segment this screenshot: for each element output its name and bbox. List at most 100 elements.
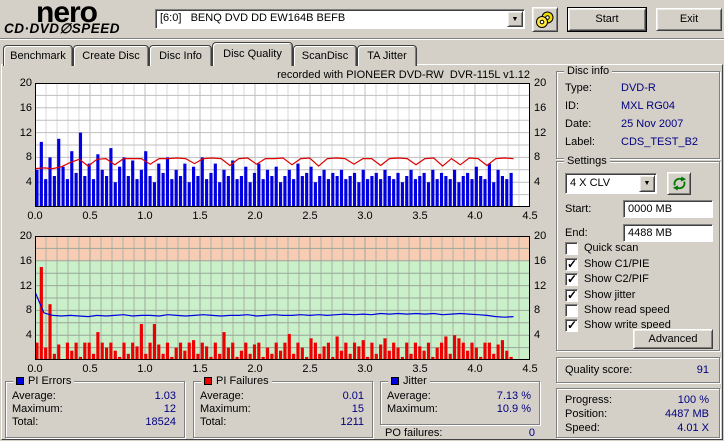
position-label: Position: xyxy=(565,408,608,420)
quality-score-label: Quality score: xyxy=(565,364,633,376)
axis-tick-label: 12 xyxy=(19,126,32,139)
pi-failures-stats-box: PI Failures Average: 0.01 Maximum: 15 Tota… xyxy=(193,375,373,438)
pi-errors-legend-icon xyxy=(16,377,24,385)
progress-label: Progress: xyxy=(565,394,613,406)
stat-value: 1211 xyxy=(340,416,364,428)
speed-select[interactable]: 4 X CLV ▼ xyxy=(565,173,657,194)
stat-label: Average: xyxy=(12,390,56,402)
stat-label: Maximum: xyxy=(12,403,63,415)
disc-info-box: Disc info Type: DVD-R ID: MXL RG04 Date: 25… xyxy=(556,65,720,159)
start-position-field[interactable]: 0000 MB xyxy=(623,200,713,218)
stat-label: Average: xyxy=(200,390,244,402)
stat-label: Total: xyxy=(200,416,227,428)
axis-tick-label: 1.5 xyxy=(192,210,208,222)
disc-date-value: 25 Nov 2007 xyxy=(621,118,684,130)
jitter-legend-icon xyxy=(391,377,399,385)
show-c1-pie-checkbox[interactable] xyxy=(565,257,578,271)
axis-tick-label: 12 xyxy=(534,279,547,292)
axis-tick-label: 16 xyxy=(19,101,32,114)
stat-value: 18524 xyxy=(145,416,176,428)
tab-ta-jitter[interactable]: TA Jitter xyxy=(357,45,417,66)
axis-tick-label: 16 xyxy=(19,254,32,267)
stat-value: 10.9 % xyxy=(496,403,531,415)
axis-tick-label: 3.0 xyxy=(357,363,373,375)
tab-benchmark[interactable]: Benchmark xyxy=(3,45,73,66)
axis-tick-label: 20 xyxy=(19,77,32,89)
start-button[interactable]: Start xyxy=(568,8,646,31)
axis-tick-label: 20 xyxy=(19,230,32,242)
speed-select-value: 4 X CLV xyxy=(570,177,611,189)
logo-product-text: CD·DVD∅SPEED xyxy=(4,21,121,36)
axis-tick-label: 4.0 xyxy=(467,210,483,222)
disc-label-label: Label: xyxy=(565,136,595,148)
axis-tick-label: 4.5 xyxy=(522,363,538,375)
axis-tick-label: 2.5 xyxy=(302,363,318,375)
exit-button[interactable]: Exit xyxy=(656,8,722,31)
stat-value: 0.01 xyxy=(342,390,364,402)
disc-info-title: Disc info xyxy=(564,65,613,77)
stat-value: 15 xyxy=(351,403,364,415)
end-position-field[interactable]: 4488 MB xyxy=(623,224,713,242)
logo-brand-text: nero xyxy=(36,0,98,29)
tab-create-disc[interactable]: Create Disc xyxy=(73,45,149,66)
axis-tick-label: 4 xyxy=(534,329,541,342)
drive-select-value: [6:0] BENQ DVD DD EW164B BEFB xyxy=(160,12,346,24)
advanced-button[interactable]: Advanced xyxy=(633,329,713,349)
chart-title: recorded with PIONEER DVD-RW DVR-115L v1… xyxy=(277,69,530,81)
axis-tick-label: 16 xyxy=(534,101,547,114)
chevron-down-icon[interactable]: ▼ xyxy=(639,175,655,192)
axis-tick-label: 8 xyxy=(25,304,32,317)
pi-failures-title: PI Failures xyxy=(216,375,269,387)
disc-id-value: MXL RG04 xyxy=(621,100,676,112)
tab-scandisc[interactable]: ScanDisc xyxy=(293,45,357,66)
speed-value: 4.01 X xyxy=(677,422,709,434)
axis-tick-label: 3.0 xyxy=(357,210,373,222)
quick-scan-checkbox[interactable] xyxy=(565,242,578,255)
show-c2-pif-checkbox[interactable] xyxy=(565,272,578,286)
axis-tick-label: 4.0 xyxy=(467,363,483,375)
axis-tick-label: 4 xyxy=(25,176,32,189)
end-position-label: End: xyxy=(565,227,588,239)
axis-tick-label: 8 xyxy=(534,151,541,164)
axis-tick-label: 8 xyxy=(534,304,541,317)
position-value: 4487 MB xyxy=(664,408,709,420)
po-failures-value: 0 xyxy=(528,427,535,439)
show-jitter-checkbox[interactable] xyxy=(565,288,578,302)
pi-failures-chart-plot xyxy=(34,236,530,360)
pi-errors-title: PI Errors xyxy=(28,375,72,387)
speed-label: Speed: xyxy=(565,422,600,434)
axis-tick-label: 3.5 xyxy=(412,363,428,375)
end-position-value: 4488 MB xyxy=(628,227,673,239)
refresh-button[interactable] xyxy=(667,172,691,195)
axis-tick-label: 12 xyxy=(534,126,547,139)
pi-errors-stats-box: PI Errors Average: 1.03 Maximum: 12 Total:… xyxy=(5,375,185,438)
stat-value: 7.13 % xyxy=(496,390,531,402)
tab-disc-quality[interactable]: Disc Quality xyxy=(212,42,293,66)
axis-tick-label: 4.5 xyxy=(522,210,538,222)
quality-score-value: 91 xyxy=(696,364,709,376)
axis-tick-label: 2.0 xyxy=(247,210,263,222)
show-read-speed-checkbox[interactable] xyxy=(565,304,578,317)
disc-info-toolbar-button[interactable] xyxy=(532,7,558,32)
chevron-down-icon[interactable]: ▼ xyxy=(507,11,523,27)
axis-tick-label: 20 xyxy=(534,77,547,89)
jitter-title: Jitter xyxy=(403,375,427,387)
axis-tick-label: 2.0 xyxy=(247,363,263,375)
disc-id-label: ID: xyxy=(565,100,580,112)
disc-label-value: CDS_TEST_B2 xyxy=(621,136,699,148)
pi-failures-legend-icon xyxy=(204,377,212,385)
progress-box: Progress: 100 % Position: 4487 MB Speed:… xyxy=(556,388,720,438)
disc-type-label: Type: xyxy=(565,82,592,94)
nero-logo: nero CD·DVD∅SPEED xyxy=(0,0,150,38)
axis-tick-label: 20 xyxy=(534,230,547,242)
axis-tick-label: 0.0 xyxy=(27,210,43,222)
show-write-speed-checkbox[interactable] xyxy=(565,318,578,332)
stat-label: Maximum: xyxy=(387,403,438,415)
refresh-icon xyxy=(672,176,686,191)
start-position-value: 0000 MB xyxy=(628,203,673,215)
axis-tick-label: 1.5 xyxy=(192,363,208,375)
header-divider xyxy=(0,38,724,40)
tab-disc-info[interactable]: Disc Info xyxy=(149,45,212,66)
drive-select[interactable]: [6:0] BENQ DVD DD EW164B BEFB ▼ xyxy=(155,9,525,29)
